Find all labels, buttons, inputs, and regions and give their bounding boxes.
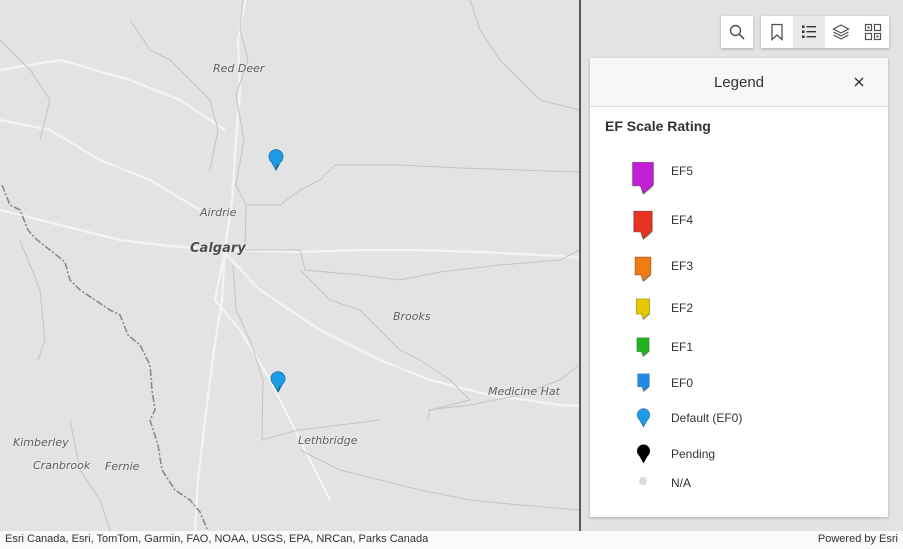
legend-item-label: EF5 bbox=[671, 164, 694, 178]
widget-toolbar bbox=[761, 16, 889, 48]
attribution-bar[interactable]: Esri Canada, Esri, TomTom, Garmin, FAO, … bbox=[0, 531, 903, 549]
legend-panel: Legend EF Scale Rating EF5 EF4 EF3 EF2 EF1 EF… bbox=[590, 58, 888, 517]
bookmarks-button[interactable] bbox=[761, 16, 793, 48]
provincial-boundary bbox=[1, 184, 209, 532]
boundary-lines bbox=[0, 0, 580, 532]
round-pin-icon bbox=[636, 408, 650, 428]
box-pin-icon bbox=[634, 256, 652, 282]
legend-item: Default (EF0) bbox=[590, 408, 888, 428]
legend-item-label: Default (EF0) bbox=[671, 411, 743, 425]
place-label-cranbrook: Cranbrook bbox=[33, 459, 91, 472]
close-icon bbox=[854, 77, 864, 87]
legend-item-label: EF2 bbox=[671, 301, 694, 315]
legend-item: EF1 bbox=[590, 337, 888, 357]
pending-pin-icon bbox=[636, 444, 650, 464]
place-label-fernie: Fernie bbox=[105, 460, 140, 473]
legend-item: EF4 bbox=[590, 210, 888, 240]
layers-button[interactable] bbox=[825, 16, 857, 48]
powered-by-esri-link[interactable]: Powered by Esri bbox=[817, 533, 898, 545]
legend-item: EF5 bbox=[590, 161, 888, 195]
legend-close-button[interactable] bbox=[850, 73, 868, 91]
legend-title: Legend bbox=[713, 73, 765, 91]
box-pin-icon bbox=[635, 298, 651, 320]
box-pin-icon bbox=[633, 210, 653, 240]
legend-item-label: N/A bbox=[671, 476, 692, 490]
legend-item-label: Pending bbox=[671, 447, 716, 461]
box-pin-icon bbox=[636, 373, 650, 392]
place-label-red-deer: Red Deer bbox=[213, 62, 265, 75]
search-icon bbox=[729, 24, 745, 40]
legend-item: EF0 bbox=[590, 373, 888, 392]
search-button[interactable] bbox=[721, 16, 753, 48]
legend-header: Legend bbox=[590, 58, 888, 107]
bookmark-icon bbox=[771, 23, 783, 41]
legend-item-label: EF4 bbox=[671, 213, 694, 227]
place-label-brooks: Brooks bbox=[393, 310, 431, 323]
basemap-gallery-icon bbox=[864, 23, 882, 41]
legend-item-label: EF1 bbox=[671, 340, 694, 354]
box-pin-icon bbox=[636, 337, 650, 357]
swipe-divider[interactable] bbox=[579, 0, 581, 531]
legend-list-icon bbox=[802, 25, 816, 38]
legend-item-label: EF3 bbox=[671, 259, 694, 273]
place-label-lethbridge: Lethbridge bbox=[298, 434, 358, 447]
legend-item: EF2 bbox=[590, 298, 888, 320]
layers-icon bbox=[832, 24, 850, 40]
attribution-text[interactable]: Esri Canada, Esri, TomTom, Garmin, FAO, … bbox=[5, 533, 429, 545]
box-pin-icon bbox=[632, 161, 654, 195]
legend-item: EF3 bbox=[590, 256, 888, 282]
place-label-calgary: Calgary bbox=[190, 241, 246, 256]
place-label-kimberley: Kimberley bbox=[13, 436, 69, 449]
tornado-marker[interactable] bbox=[268, 149, 284, 171]
place-label-medicine-hat: Medicine Hat bbox=[488, 385, 560, 398]
tornado-marker[interactable] bbox=[270, 371, 286, 393]
legend-section-title: EF Scale Rating bbox=[605, 118, 711, 134]
legend-item: Pending bbox=[590, 444, 888, 464]
legend-item: N/A bbox=[590, 476, 888, 490]
basemap-gallery-button[interactable] bbox=[857, 16, 889, 48]
place-label-airdrie: Airdrie bbox=[200, 206, 237, 219]
search-toolbar bbox=[721, 16, 753, 48]
legend-item-label: EF0 bbox=[671, 376, 694, 390]
legend-button[interactable] bbox=[793, 16, 825, 48]
na-dot-icon bbox=[639, 477, 647, 485]
